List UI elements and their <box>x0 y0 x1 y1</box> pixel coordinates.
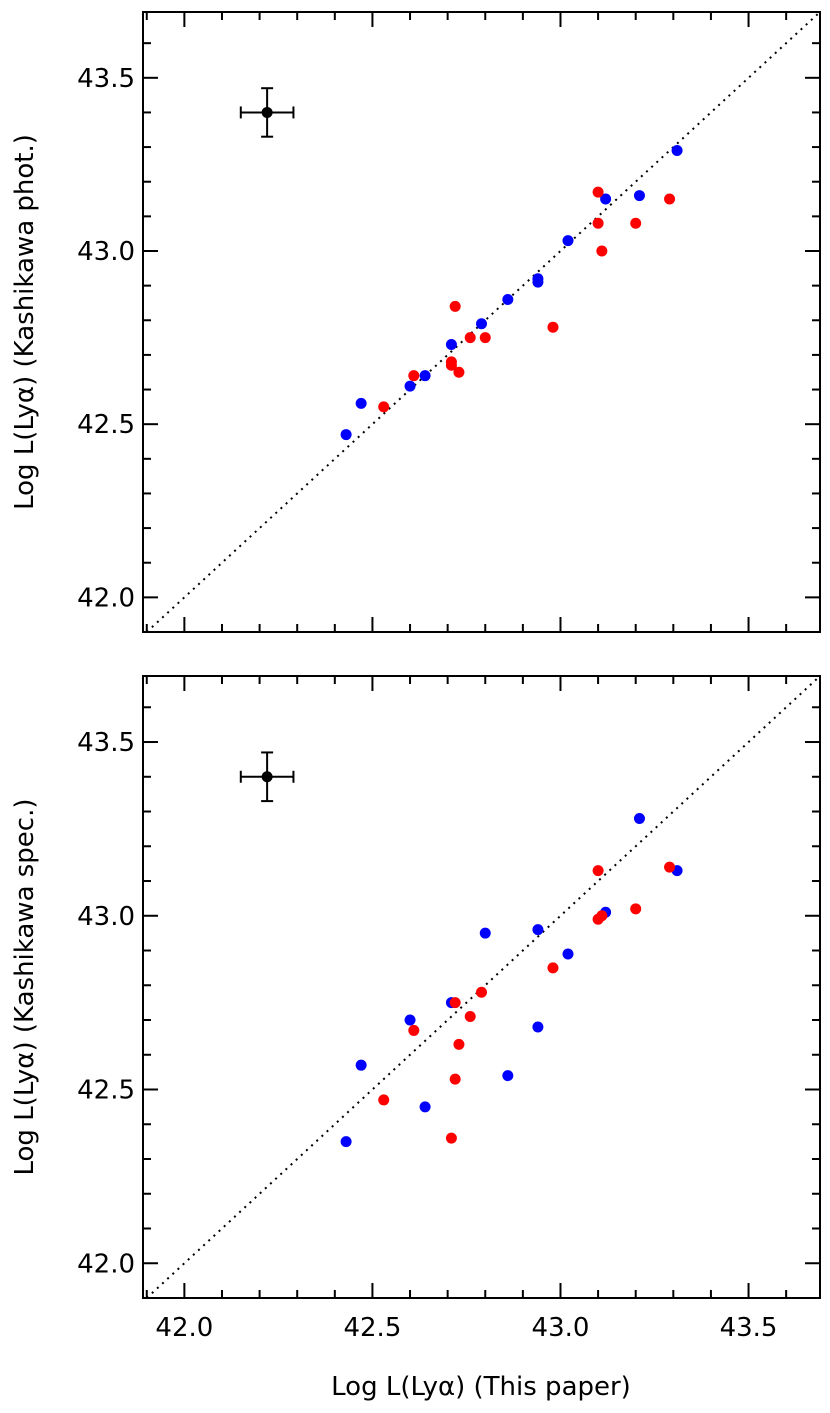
error-bar-point <box>261 771 273 783</box>
x-tick-label: 42.0 <box>155 1313 213 1343</box>
data-point-series-0 <box>404 380 416 392</box>
data-point-series-0 <box>532 1021 544 1033</box>
y-tick-label: 42.0 <box>77 1249 135 1279</box>
data-point-series-1 <box>408 370 420 382</box>
error-bar-point <box>261 106 273 118</box>
error-bar <box>239 87 295 138</box>
y-tick-labels: 42.0 42.5 43.0 43.5 <box>77 728 135 1279</box>
data-point-series-1 <box>664 861 676 873</box>
y-tick-label: 43.0 <box>77 237 135 267</box>
y-tick-label: 43.0 <box>77 902 135 932</box>
y-tick-label: 43.5 <box>77 64 135 94</box>
y-axis-label: Log L(Lyα) (Kashikawa phot.) <box>10 134 40 510</box>
data-point-series-1 <box>547 962 559 974</box>
data-points <box>340 812 683 1148</box>
data-point-series-0 <box>532 276 544 288</box>
data-point-series-0 <box>445 339 457 351</box>
error-bar <box>239 751 295 803</box>
plot-frame <box>142 675 821 1299</box>
data-point-series-1 <box>664 193 676 205</box>
y-tick-label: 42.5 <box>77 1076 135 1106</box>
data-point-series-0 <box>502 293 514 305</box>
bottom-panel: 42.0 42.5 43.0 43.5 42.0 42.5 43.0 43.5 Log L(… <box>10 675 821 1402</box>
y-tick-labels: 42.0 42.5 43.0 43.5 <box>77 64 135 614</box>
data-point-series-0 <box>532 924 544 936</box>
plot-frame <box>142 11 821 633</box>
data-point-series-1 <box>449 300 461 312</box>
x-tick-label: 43.0 <box>532 1313 590 1343</box>
data-point-series-1 <box>449 1073 461 1085</box>
data-point-series-1 <box>445 359 457 371</box>
data-point-series-0 <box>355 1059 367 1071</box>
data-point-series-1 <box>378 401 390 413</box>
data-point-series-0 <box>600 193 612 205</box>
data-point-series-0 <box>633 190 645 202</box>
data-point-series-0 <box>340 1136 352 1148</box>
x-tick-labels: 42.0 42.5 43.0 43.5 <box>155 1313 777 1343</box>
y-tick-label: 43.5 <box>77 728 135 758</box>
data-point-series-1 <box>547 321 559 333</box>
data-point-series-1 <box>476 986 487 998</box>
data-point-series-0 <box>340 429 352 441</box>
y-tick-label: 42.0 <box>77 583 135 613</box>
data-point-series-1 <box>596 245 608 257</box>
data-point-series-1 <box>445 1132 457 1144</box>
x-axis-label: Log L(Lyα) (This paper) <box>331 1372 631 1402</box>
one-to-one-line <box>146 675 821 1299</box>
data-point-series-0 <box>562 235 574 247</box>
data-point-series-1 <box>596 910 608 922</box>
x-tick-label: 43.5 <box>720 1313 778 1343</box>
axis-ticks <box>143 676 820 1299</box>
x-tick-label: 42.5 <box>343 1313 401 1343</box>
data-point-series-1 <box>378 1094 390 1106</box>
data-point-series-1 <box>592 186 604 198</box>
data-point-series-0 <box>502 1070 514 1082</box>
data-point-series-1 <box>630 217 642 229</box>
data-point-series-0 <box>404 1014 416 1026</box>
y-tick-label: 42.5 <box>77 410 135 440</box>
data-point-series-1 <box>453 366 465 378</box>
data-point-series-0 <box>633 812 645 824</box>
data-point-series-0 <box>479 927 491 939</box>
data-point-series-1 <box>592 865 604 877</box>
data-point-series-1 <box>449 997 461 1009</box>
data-point-series-0 <box>671 145 683 157</box>
data-points <box>340 145 683 441</box>
data-point-series-1 <box>464 1011 476 1023</box>
y-axis-label: Log L(Lyα) (Kashikawa spec.) <box>10 798 40 1175</box>
data-point-series-1 <box>479 332 491 344</box>
data-point-series-1 <box>630 903 642 915</box>
data-point-series-1 <box>464 332 476 344</box>
data-point-series-1 <box>453 1038 465 1050</box>
data-point-series-0 <box>562 948 574 960</box>
data-point-series-1 <box>592 217 604 229</box>
data-point-series-1 <box>408 1024 420 1036</box>
data-point-series-0 <box>476 318 487 330</box>
data-point-series-0 <box>419 370 431 382</box>
top-panel: 42.0 42.5 43.0 43.5 Log L(Lyα) (Kashikawa p… <box>10 11 821 633</box>
data-point-series-0 <box>355 397 367 409</box>
data-point-series-0 <box>419 1101 431 1113</box>
